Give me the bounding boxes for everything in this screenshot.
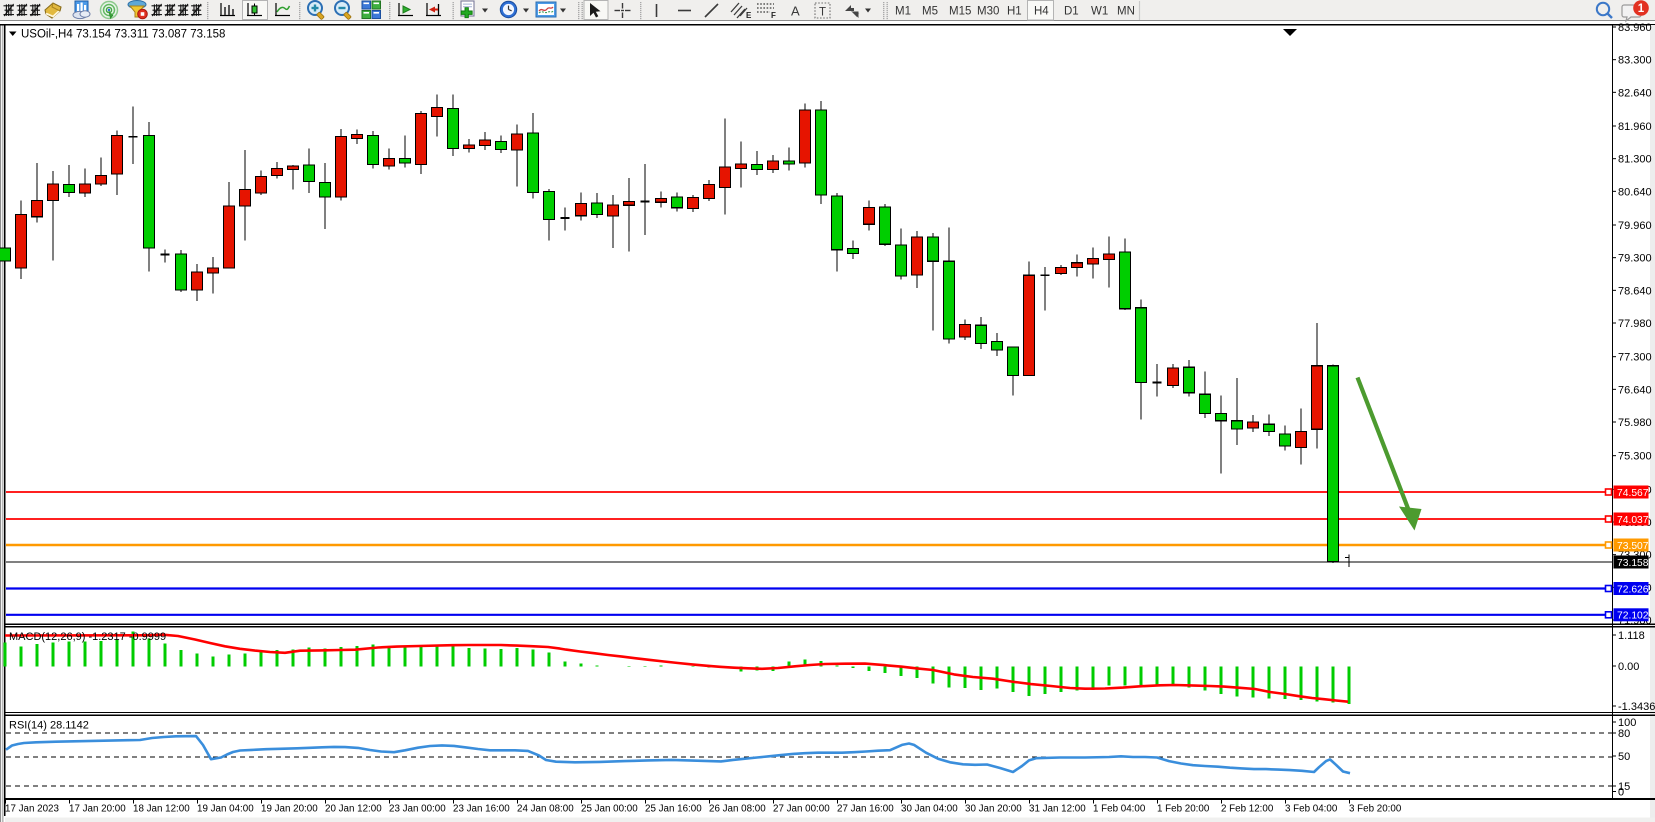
svg-text:3 Feb 04:00: 3 Feb 04:00 bbox=[1285, 804, 1338, 815]
svg-text:82.640: 82.640 bbox=[1618, 87, 1652, 99]
svg-text:M1: M1 bbox=[895, 6, 911, 18]
svg-text:25 Jan 00:00: 25 Jan 00:00 bbox=[581, 804, 638, 815]
svg-text:81.960: 81.960 bbox=[1618, 121, 1652, 133]
svg-text:81.300: 81.300 bbox=[1618, 154, 1652, 166]
svg-text:M15: M15 bbox=[949, 6, 971, 18]
svg-text:31 Jan 12:00: 31 Jan 12:00 bbox=[1029, 804, 1086, 815]
svg-text:RSI(14) 28.1142: RSI(14) 28.1142 bbox=[9, 720, 89, 732]
svg-text:73.507: 73.507 bbox=[1617, 541, 1649, 552]
svg-text:19 Jan 04:00: 19 Jan 04:00 bbox=[197, 804, 254, 815]
svg-text:1: 1 bbox=[1638, 3, 1645, 15]
svg-text:H1: H1 bbox=[1007, 6, 1022, 18]
svg-text:1 Feb 04:00: 1 Feb 04:00 bbox=[1093, 804, 1146, 815]
svg-text:H4: H4 bbox=[1034, 6, 1049, 18]
svg-text:27 Jan 00:00: 27 Jan 00:00 bbox=[773, 804, 830, 815]
svg-text:77.980: 77.980 bbox=[1618, 318, 1652, 330]
svg-text:17 Jan 20:00: 17 Jan 20:00 bbox=[69, 804, 126, 815]
svg-text:-1.3436: -1.3436 bbox=[1618, 701, 1655, 713]
svg-text:1 Feb 20:00: 1 Feb 20:00 bbox=[1157, 804, 1210, 815]
svg-text:17 Jan 2023: 17 Jan 2023 bbox=[5, 804, 59, 815]
svg-text:USOil-,H4 73.154 73.311 73.08: USOil-,H4 73.154 73.311 73.087 73.158 bbox=[21, 29, 225, 41]
svg-text:T: T bbox=[819, 7, 826, 19]
svg-text:83.300: 83.300 bbox=[1618, 55, 1652, 67]
svg-text:75.980: 75.980 bbox=[1618, 417, 1652, 429]
svg-text:15: 15 bbox=[1618, 781, 1630, 793]
svg-text:80: 80 bbox=[1618, 728, 1630, 740]
svg-text:23 Jan 16:00: 23 Jan 16:00 bbox=[453, 804, 510, 815]
svg-text:D1: D1 bbox=[1064, 6, 1079, 18]
svg-text:74.037: 74.037 bbox=[1617, 515, 1649, 526]
svg-text:80.640: 80.640 bbox=[1618, 186, 1652, 198]
svg-text:30 Jan 20:00: 30 Jan 20:00 bbox=[965, 804, 1022, 815]
svg-text:30 Jan 04:00: 30 Jan 04:00 bbox=[901, 804, 958, 815]
svg-text:76.640: 76.640 bbox=[1618, 384, 1652, 396]
svg-text:M30: M30 bbox=[977, 6, 999, 18]
svg-text:18 Jan 12:00: 18 Jan 12:00 bbox=[133, 804, 190, 815]
svg-text:72.626: 72.626 bbox=[1617, 584, 1649, 595]
svg-text:50: 50 bbox=[1618, 751, 1630, 763]
svg-text:0.00: 0.00 bbox=[1618, 661, 1639, 673]
svg-text:25 Jan 16:00: 25 Jan 16:00 bbox=[645, 804, 702, 815]
svg-text:2 Feb 12:00: 2 Feb 12:00 bbox=[1221, 804, 1274, 815]
svg-text:MACD(12,26,9) -1.2317 -0.9999: MACD(12,26,9) -1.2317 -0.9999 bbox=[9, 631, 166, 643]
svg-text:F: F bbox=[771, 11, 776, 20]
svg-text:27 Jan 16:00: 27 Jan 16:00 bbox=[837, 804, 894, 815]
svg-text:78.640: 78.640 bbox=[1618, 285, 1652, 297]
svg-text:20 Jan 12:00: 20 Jan 12:00 bbox=[325, 804, 382, 815]
svg-text:79.960: 79.960 bbox=[1618, 220, 1652, 232]
svg-text:0: 0 bbox=[1618, 787, 1624, 799]
svg-text:73.158: 73.158 bbox=[1617, 558, 1649, 569]
svg-text:19 Jan 20:00: 19 Jan 20:00 bbox=[261, 804, 318, 815]
svg-text:W1: W1 bbox=[1091, 6, 1108, 18]
svg-text:A: A bbox=[791, 4, 800, 19]
svg-text:MN: MN bbox=[1117, 6, 1135, 18]
svg-text:74.567: 74.567 bbox=[1617, 488, 1649, 499]
svg-text:72.102: 72.102 bbox=[1617, 611, 1649, 622]
svg-text:83.960: 83.960 bbox=[1618, 22, 1652, 34]
svg-text:24 Jan 08:00: 24 Jan 08:00 bbox=[517, 804, 574, 815]
svg-text:26 Jan 08:00: 26 Jan 08:00 bbox=[709, 804, 766, 815]
svg-text:79.300: 79.300 bbox=[1618, 253, 1652, 265]
svg-text:23 Jan 00:00: 23 Jan 00:00 bbox=[389, 804, 446, 815]
svg-text:M5: M5 bbox=[922, 6, 938, 18]
svg-text:E: E bbox=[746, 11, 752, 20]
svg-text:100: 100 bbox=[1618, 717, 1636, 729]
svg-text:77.300: 77.300 bbox=[1618, 352, 1652, 364]
svg-text:1.118: 1.118 bbox=[1618, 630, 1645, 642]
svg-text:75.300: 75.300 bbox=[1618, 451, 1652, 463]
svg-text:3 Feb 20:00: 3 Feb 20:00 bbox=[1349, 804, 1402, 815]
